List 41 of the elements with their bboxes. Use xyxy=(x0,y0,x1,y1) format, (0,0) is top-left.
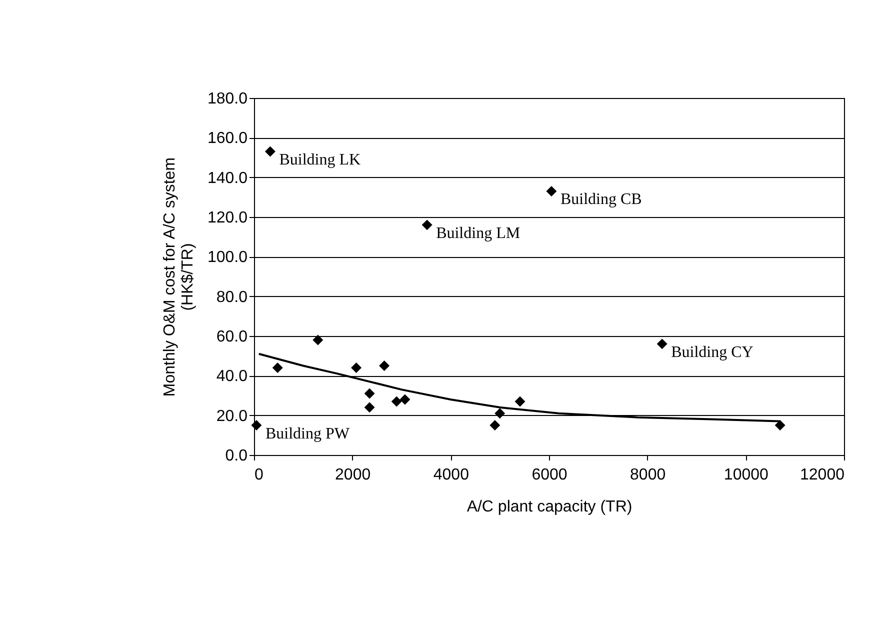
point xyxy=(490,420,500,430)
point xyxy=(312,334,324,346)
annotation: Building CY xyxy=(671,344,754,361)
x-tick-label: 6000 xyxy=(532,466,568,484)
y-axis-title: Monthly O&M cost for A/C system (HK$/TR) xyxy=(161,157,196,397)
y-tick-label: 180.0 xyxy=(207,90,248,108)
y-tick-label: 100.0 xyxy=(207,249,248,266)
x-tick-label: 4000 xyxy=(433,466,470,484)
annotation: Building LM xyxy=(436,224,520,242)
x-tick-label: 8000 xyxy=(630,466,666,484)
point xyxy=(272,362,283,373)
annotation: Building CB xyxy=(560,191,642,208)
annotation: Building PW xyxy=(265,425,350,442)
y-tick-label: 20.0 xyxy=(216,408,248,425)
y-tick-label: 160.0 xyxy=(207,130,248,148)
point xyxy=(400,394,410,405)
point xyxy=(364,402,375,413)
x-tick-label: 12000 xyxy=(800,466,845,484)
x-tick-label: 10000 xyxy=(724,466,769,484)
y-tick-label: 80.0 xyxy=(216,288,248,306)
x-axis-title: A/C plant capacity (TR) xyxy=(466,498,632,516)
y-tick-label: 140.0 xyxy=(207,170,248,187)
point xyxy=(391,396,402,407)
x-tick-label: 2000 xyxy=(335,466,371,484)
point xyxy=(422,220,432,230)
point xyxy=(351,362,362,373)
point xyxy=(656,338,668,350)
y-tick-label: 40.0 xyxy=(216,368,248,386)
point xyxy=(251,420,262,430)
y-tick-label: 120.0 xyxy=(207,210,248,226)
point xyxy=(379,360,390,371)
point xyxy=(264,146,276,157)
x-tick-label: 0 xyxy=(254,466,264,484)
y-tick-label: 60.0 xyxy=(216,328,248,346)
point xyxy=(514,396,526,407)
point xyxy=(774,420,786,430)
point xyxy=(494,408,506,419)
point xyxy=(546,186,557,196)
point xyxy=(364,388,375,399)
annotation: Building LK xyxy=(279,152,362,169)
y-tick-label: 0.0 xyxy=(225,448,248,464)
